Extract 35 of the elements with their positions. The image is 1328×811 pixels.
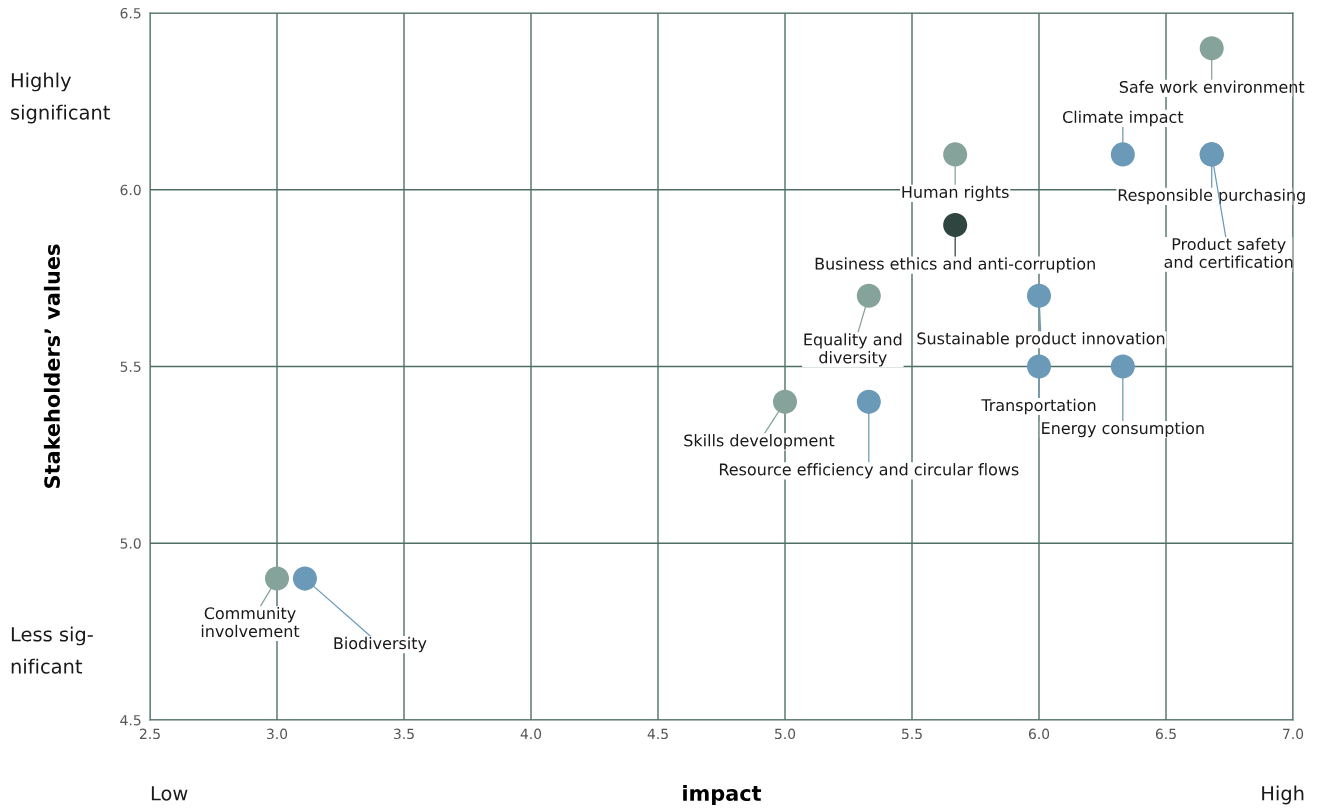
annotation: Product safety and certification (1164, 237, 1293, 268)
annotation: Human rights (902, 185, 1009, 202)
y-axis-title: Stakeholders’ values (43, 244, 60, 488)
y-tick-label: 5.5 (120, 361, 141, 372)
text: Less sig- nificant (11, 626, 93, 674)
y-tick-label: 5.0 (120, 538, 141, 549)
x-tick-label: 3.0 (267, 728, 288, 740)
annotation: Resource efficiency and circular flows (719, 463, 1019, 479)
annotation: Sustainable product innovation (917, 332, 1165, 348)
annotation: Community involvement (201, 606, 300, 638)
annotation: Climate impact (1062, 110, 1184, 127)
annotation: Biodiversity (334, 636, 427, 653)
annotation: Responsible purchasing (1118, 188, 1305, 205)
annotation: Equality and diversity (804, 333, 902, 367)
x-tick-label: 5.0 (775, 728, 796, 740)
x-tick-label: 4.0 (520, 728, 542, 740)
x-tick-label: 5.5 (902, 728, 922, 740)
text: Highly significant (11, 72, 110, 124)
annotation: Business ethics and anti-corruption (815, 257, 1095, 273)
y-tick-label: 6.5 (120, 7, 141, 19)
text: High (1262, 785, 1304, 805)
x-tick-label: 6.5 (1155, 728, 1176, 740)
x-tick-label: 2.5 (139, 728, 160, 740)
annotation: Safe work environment (1119, 80, 1305, 93)
x-axis-title: impact (683, 784, 762, 806)
annotation: Skills development (684, 434, 835, 450)
y-tick-label: 4.5 (120, 715, 141, 726)
annotation: Transportation (981, 398, 1096, 415)
text: Low (151, 786, 188, 801)
x-tick-label: 7.0 (1283, 728, 1304, 740)
y-tick-label: 6.0 (120, 184, 141, 196)
x-tick-label: 4.5 (647, 728, 668, 740)
x-tick-label: 3.5 (394, 728, 414, 740)
x-tick-label: 6.0 (1028, 728, 1050, 740)
annotation: Energy consumption (1042, 421, 1204, 438)
